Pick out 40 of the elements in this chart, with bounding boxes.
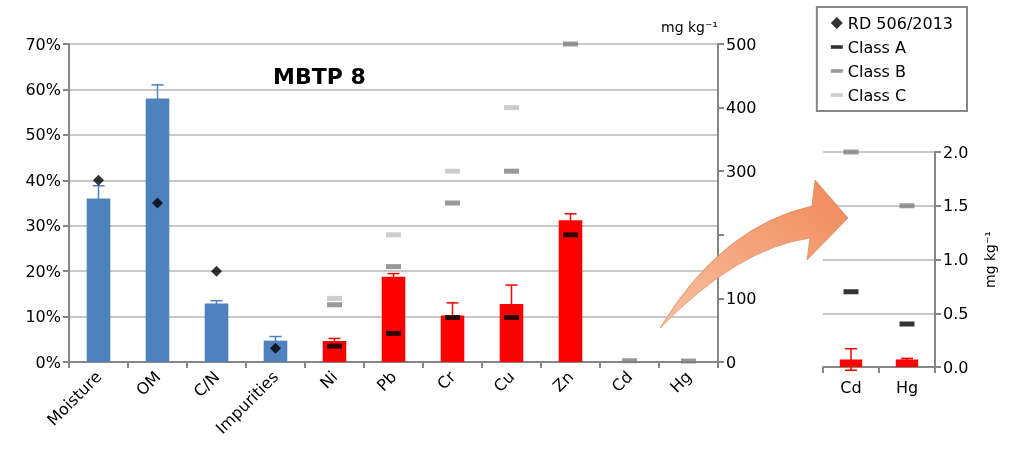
x-tick-label: Ni (316, 367, 342, 393)
x-tick-label: Cu (489, 367, 519, 396)
x-tick-label: Hg (895, 377, 919, 397)
y-tick-label: 10% (25, 307, 61, 327)
x-tick-label: Hg (666, 367, 696, 397)
y-tick-label: 50% (25, 125, 61, 145)
y2-tick-label: 1.0 (943, 250, 969, 269)
y2-tick-label: 400 (726, 98, 757, 118)
y-tick-label: 60% (25, 79, 61, 99)
legend-label: Class C (847, 85, 907, 105)
bar (204, 303, 229, 362)
y-tick-label: 0% (35, 352, 61, 372)
x-tick-label: Pb (372, 367, 401, 395)
y-tick-label: 40% (25, 170, 61, 190)
text: MBTP 8 (273, 63, 366, 89)
point (211, 265, 222, 277)
y2-tick-label: 300 (726, 161, 757, 181)
y-tick-label: 20% (25, 261, 61, 281)
x-tick-label: Cd (840, 377, 862, 397)
y2-tick-label: 0 (726, 352, 737, 372)
legend-label: Class A (847, 37, 907, 57)
y-tick-label: 70% (25, 34, 61, 54)
x-tick-label: OM (132, 367, 165, 400)
y-tick-label: 30% (25, 216, 61, 236)
y2-tick-label: 2.0 (943, 142, 969, 162)
point (152, 197, 163, 209)
y2-axis-title: mg kg⁻¹ (982, 231, 998, 288)
point (93, 174, 104, 186)
x-tick-label: Cd (607, 367, 637, 396)
legend-label: Class B (847, 61, 906, 81)
legend-label: RD 506/2013 (847, 13, 953, 33)
y2-tick-label: 100 (726, 288, 757, 308)
y2-axis-title: mg kg⁻¹ (661, 19, 718, 35)
y2-tick-label: 500 (726, 34, 757, 54)
y2-tick-label: 1.5 (943, 196, 969, 216)
bar (381, 276, 406, 362)
x-tick-label: Zn (548, 367, 578, 396)
y2-tick-label: 0.0 (943, 357, 969, 377)
x-tick-label: Cr (433, 366, 460, 394)
y2-tick-label: 0.5 (943, 303, 969, 323)
